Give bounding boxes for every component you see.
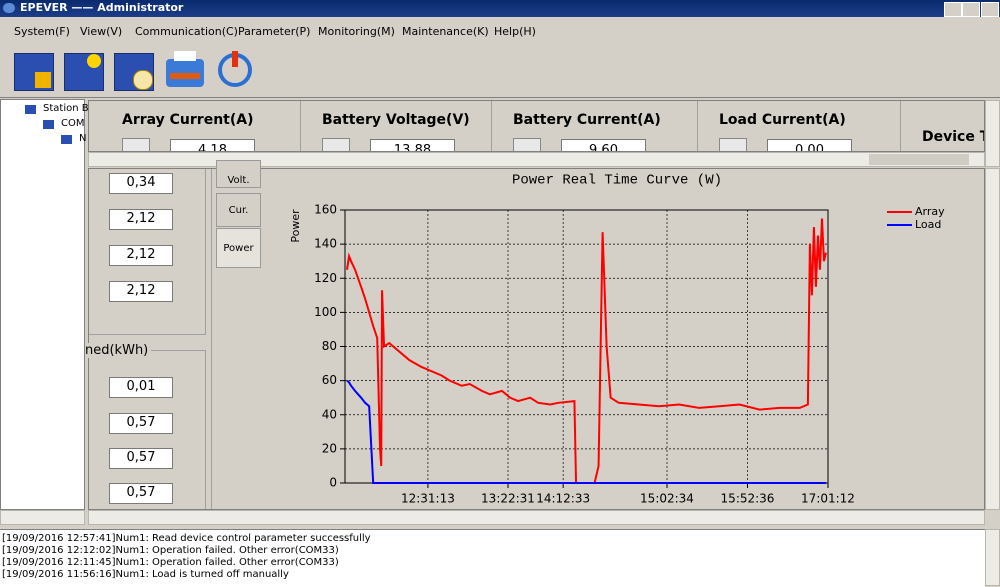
y-tick-label: 40 [322,407,337,421]
summary-label: Load Current(A) [719,112,846,128]
value-box: 0,57 [109,448,173,469]
x-tick-label: 15:52:36 [721,492,775,506]
summary-icon [719,138,747,151]
summary-label: Battery Current(A) [513,112,661,128]
divider [211,169,212,509]
toolbar-power[interactable] [218,51,252,87]
y-tick-label: 120 [314,271,337,285]
summary-divider [300,101,301,151]
menu-bar: System(F) View(V) Communication(C) Paramete… [0,17,1000,45]
summary-value: 13.88 [370,139,455,151]
x-tick-label: 17:01:12 [801,492,855,506]
restore-button[interactable] [962,2,980,17]
toolbar-history[interactable] [114,53,154,91]
value-box: 0,57 [109,483,173,504]
value-box: 2,12 [109,245,173,266]
value-box: 0,01 [109,377,173,398]
value-box: 2,12 [109,281,173,302]
value-box: 0,57 [109,413,173,434]
log-line: [19/09/2016 11:56:16]Num1: Load is turne… [2,569,289,580]
tree-icon [43,120,54,129]
x-tick-label: 13:22:31 [481,492,535,506]
tree-icon [61,135,72,144]
summary-hscrollbar[interactable] [88,152,985,167]
content-layer: 0,34 2,12 2,12 2,12 ned(kWh) 0,01 0,57 0,57 0,57… [85,160,985,510]
series-line [346,218,827,484]
summary-divider [697,101,698,151]
summary-value: 4.18 [170,139,255,151]
app-icon [3,3,15,13]
summary-icon [322,138,350,151]
tree-node[interactable]: COM [61,118,85,129]
tree-scrollbar[interactable] [0,510,85,525]
summary-icon [122,138,150,151]
summary-value: 9.60 [561,139,646,151]
x-tick-label: 15:02:34 [640,492,694,506]
summary-icon [513,138,541,151]
series-line [346,379,826,484]
y-tick-label: 20 [322,441,337,455]
summary-divider [900,101,901,151]
toolbar-add-station[interactable] [14,53,54,91]
menu-item[interactable]: System(F) [14,25,70,38]
log-line: [19/09/2016 12:11:45]Num1: Operation fai… [2,557,339,568]
y-tick-label: 100 [314,305,337,319]
y-tick-label: 140 [314,237,337,251]
menu-item[interactable]: View(V) [80,25,123,38]
station-tree: Station B COM N [0,99,89,510]
toolbar-monitor[interactable] [64,53,104,91]
tree-node[interactable]: Station B [43,103,89,114]
group-label: ned(kWh) [85,343,152,358]
chart: Power Real Time Curve (W) Power 0 20 40 60 80 1… [289,173,945,506]
menu-item[interactable]: Maintenance(K) [402,25,489,38]
chart-tab[interactable]: Power [216,228,261,268]
summary-panel: Array Current(A) 4.18 Battery Voltage(V) 13… [88,100,985,152]
summary-value: 0.00 [767,139,852,151]
legend-label: Array [915,205,945,218]
group-box [89,169,206,335]
y-tick-label: 60 [322,373,337,387]
x-tick-label: 12:31:13 [401,492,455,506]
legend-label: Load [915,218,941,231]
summary-label: Device T [922,129,985,145]
x-tick-label: 14:12:33 [536,492,590,506]
log-scrollbar[interactable] [985,529,1000,586]
summary-divider [491,101,492,151]
value-box: 0,34 [109,173,173,194]
log-line: [19/09/2016 12:57:41]Num1: Read device c… [2,533,371,544]
menu-item[interactable]: Help(H) [494,25,536,38]
close-button[interactable] [981,2,999,17]
y-tick-label: 160 [314,203,337,217]
chart-tab[interactable]: Volt. [216,160,261,188]
menu-item[interactable]: Parameter(P) [238,25,311,38]
window-title: EPEVER —— Administrator [20,1,184,14]
toolbar [0,45,1000,97]
menu-item[interactable]: Monitoring(M) [318,25,395,38]
tree-node[interactable]: N [79,133,87,144]
log-panel: [19/09/2016 12:57:41]Num1: Read device c… [0,529,985,587]
value-box: 2,12 [109,209,173,230]
content-hscrollbar[interactable] [88,510,985,525]
separator [0,97,1000,98]
log-line: [19/09/2016 12:12:02]Num1: Operation fai… [2,545,339,556]
title-bar: EPEVER —— Administrator [0,0,1000,17]
y-axis-label: Power [289,209,302,243]
minimize-button[interactable] [944,2,962,17]
tree-icon [25,105,36,114]
summary-label: Battery Voltage(V) [322,112,470,128]
menu-item[interactable]: Communication(C) [135,25,238,38]
toolbar-print[interactable] [166,51,204,87]
content-vscrollbar[interactable] [985,168,1000,510]
chart-tab[interactable]: Cur. [216,193,261,227]
y-tick-label: 80 [322,339,337,353]
y-tick-label: 0 [329,476,337,490]
summary-vscrollbar[interactable] [985,100,1000,167]
summary-label: Array Current(A) [122,112,254,128]
chart-title: Power Real Time Curve (W) [512,173,722,189]
